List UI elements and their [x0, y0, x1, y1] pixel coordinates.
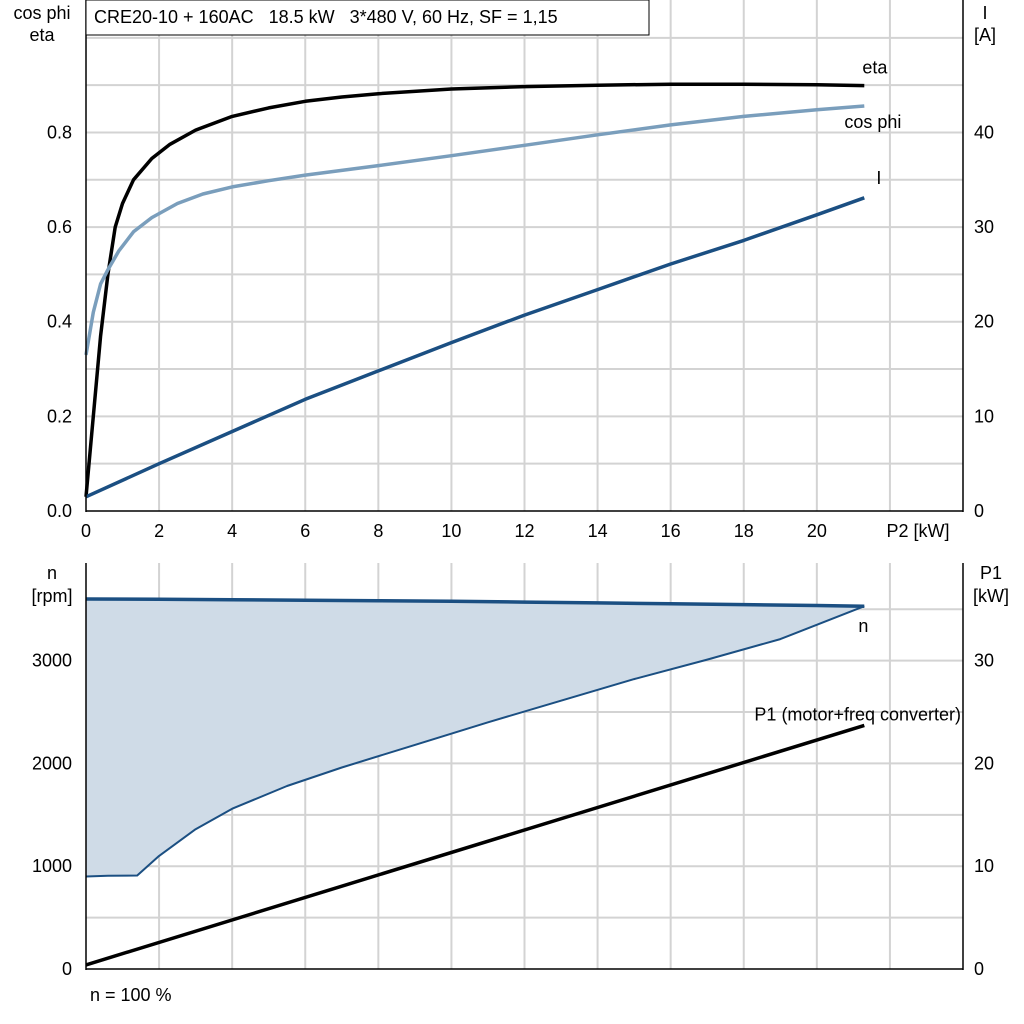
x-axis-label: P2 [kW]	[886, 521, 949, 541]
series-line-I	[85, 196, 865, 499]
top-left-axis-label-1: cos phi	[13, 3, 70, 23]
top-left-tick-label: 0.8	[47, 122, 72, 142]
top-right-tick-label: 0	[974, 501, 984, 521]
top-left-tick-label: 0.6	[47, 217, 72, 237]
top-x-tick-label: 0	[81, 521, 91, 541]
operating-area	[86, 599, 865, 877]
bottom-right-tick-label: 0	[974, 959, 984, 979]
bottom-axes	[85, 563, 964, 970]
bottom-tick-labels: 0 1000 2000 3000 0 10 20 30	[32, 651, 994, 979]
top-right-tick-label: 20	[974, 312, 994, 332]
bottom-right-axis-label-2: [kW]	[973, 586, 1009, 606]
top-left-tick-label: 0.4	[47, 312, 72, 332]
top-left-axis-label-2: eta	[29, 25, 55, 45]
bottom-left-axis-label-1: n	[47, 563, 57, 583]
top-x-tick-label: 10	[441, 521, 461, 541]
top-right-axis-label-2: [A]	[974, 25, 996, 45]
bottom-left-tick-label: 3000	[32, 651, 72, 671]
top-x-tick-label: 18	[734, 521, 754, 541]
series-label-n: n	[858, 616, 868, 636]
bottom-right-tick-label: 10	[974, 856, 994, 876]
series-line-P1	[85, 723, 865, 967]
top-right-tick-label: 40	[974, 122, 994, 142]
series-line-eta	[84, 82, 865, 497]
title-box	[85, 0, 650, 36]
bottom-series-labels: n P1 (motor+freq converter)	[754, 616, 961, 724]
top-tick-labels: 0 2 4 6 8 10 12 14 16 18 20 0.0 0.2 0.4 0.6 0.8 0 10 20 30 4…	[47, 122, 994, 541]
bottom-right-tick-label: 30	[974, 651, 994, 671]
top-x-tick-label: 12	[514, 521, 534, 541]
top-x-tick-label: 14	[588, 521, 608, 541]
top-axes	[85, 0, 964, 512]
top-right-tick-label: 10	[974, 406, 994, 426]
top-left-tick-label: 0.0	[47, 501, 72, 521]
top-x-tick-label: 16	[661, 521, 681, 541]
chart-title: CRE20-10 + 160AC 18.5 kW 3*480 V, 60 Hz,…	[94, 7, 558, 27]
top-series	[84, 82, 865, 499]
series-label-cos-phi: cos phi	[844, 112, 901, 132]
bottom-left-tick-label: 2000	[32, 753, 72, 773]
bottom-right-axis-label-1: P1	[980, 563, 1002, 583]
top-x-tick-label: 2	[154, 521, 164, 541]
series-line-n-min	[85, 605, 865, 878]
footnote: n = 100 %	[90, 985, 172, 1005]
top-left-tick-label: 0.2	[47, 406, 72, 426]
bottom-right-tick-label: 20	[974, 753, 994, 773]
bottom-left-tick-label: 0	[62, 959, 72, 979]
series-label-P1: P1 (motor+freq converter)	[754, 704, 961, 724]
top-x-tick-label: 20	[807, 521, 827, 541]
bottom-left-tick-label: 1000	[32, 856, 72, 876]
series-label-eta: eta	[862, 58, 888, 78]
top-right-axis-label-1: I	[982, 3, 987, 23]
series-label-I: I	[876, 168, 881, 188]
top-x-tick-label: 6	[300, 521, 310, 541]
top-x-tick-label: 8	[373, 521, 383, 541]
top-series-labels: eta cos phi I	[844, 58, 901, 188]
bottom-left-axis-label-2: [rpm]	[31, 586, 72, 606]
series-line-cos-phi	[84, 104, 865, 356]
bottom-series	[85, 597, 865, 967]
top-right-tick-label: 30	[974, 217, 994, 237]
series-line-n	[85, 597, 865, 608]
top-x-tick-label: 4	[227, 521, 237, 541]
